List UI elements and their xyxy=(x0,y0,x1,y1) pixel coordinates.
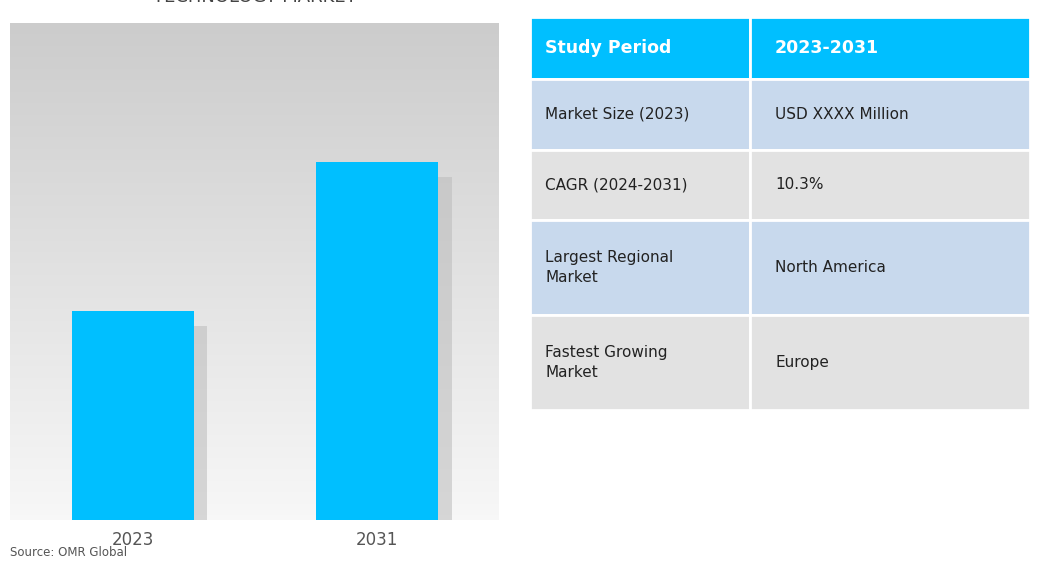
Bar xyxy=(750,315,1030,410)
Text: Market Size (2023): Market Size (2023) xyxy=(545,107,690,122)
Bar xyxy=(750,17,1030,79)
Bar xyxy=(750,79,1030,150)
Text: North America: North America xyxy=(775,260,886,275)
Text: Largest Regional
Market: Largest Regional Market xyxy=(545,250,674,285)
Bar xyxy=(85,326,207,527)
Bar xyxy=(530,315,750,410)
Text: 2023-2031: 2023-2031 xyxy=(775,39,879,57)
Text: CAGR (2024-2031): CAGR (2024-2031) xyxy=(545,177,687,192)
Bar xyxy=(530,220,750,315)
Bar xyxy=(316,162,438,520)
Text: Europe: Europe xyxy=(775,355,829,370)
Text: Study Period: Study Period xyxy=(545,39,672,57)
Bar xyxy=(750,220,1030,315)
Text: USD XXXX Million: USD XXXX Million xyxy=(775,107,909,122)
Bar xyxy=(530,150,750,220)
Bar xyxy=(530,79,750,150)
Bar xyxy=(530,17,750,79)
Text: 10.3%: 10.3% xyxy=(775,177,824,192)
Bar xyxy=(330,177,451,527)
Text: Source: OMR Global: Source: OMR Global xyxy=(10,546,128,559)
Bar xyxy=(72,311,193,520)
Bar xyxy=(750,150,1030,220)
Title: DNA METHYLATION DETECTION
TECHNOLOGY MARKET: DNA METHYLATION DETECTION TECHNOLOGY MAR… xyxy=(113,0,396,6)
Text: Fastest Growing
Market: Fastest Growing Market xyxy=(545,345,668,380)
